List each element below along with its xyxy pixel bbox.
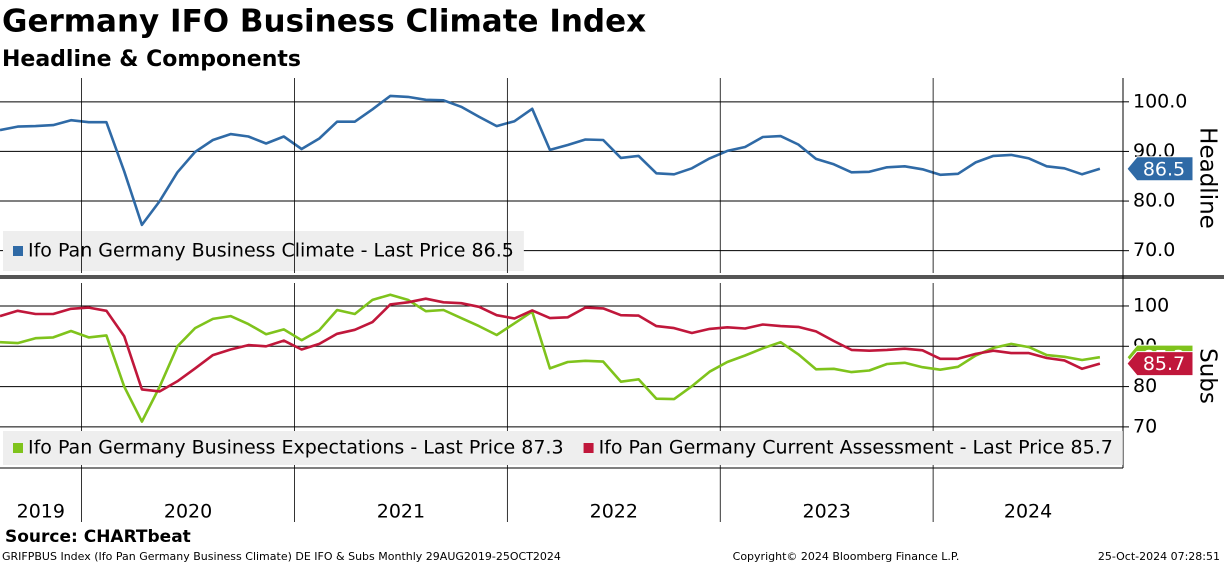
footer-center: Copyright© 2024 Bloomberg Finance L.P. (733, 550, 960, 563)
x-tick-label: 2019 (17, 501, 65, 523)
panel-divider (0, 275, 1224, 279)
x-tick-label: 2020 (164, 501, 212, 523)
last-value-box (1126, 351, 1194, 377)
x-tick-label: 2022 (590, 501, 638, 523)
y-tick-label: 80 (1133, 375, 1157, 397)
y-tick-label: 80.0 (1133, 190, 1175, 212)
legend-label: Ifo Pan Germany Business Expectations - … (28, 437, 564, 459)
last-value-box (1126, 156, 1194, 182)
legend: Ifo Pan Germany Business Climate - Last … (3, 231, 524, 271)
x-tick-label: 2024 (1004, 501, 1052, 523)
axis-title: Headline (1195, 127, 1221, 229)
legend-swatch (583, 443, 594, 453)
source: Source: CHARTbeat (5, 527, 191, 547)
y-tick-label: 100.0 (1133, 90, 1187, 112)
y-tick-label: 70 (1133, 415, 1157, 437)
legend-swatch (13, 246, 23, 256)
legend: Ifo Pan Germany Business Expectations - … (3, 431, 1123, 465)
series-line (0, 297, 1101, 393)
x-tick-label: 2021 (377, 501, 425, 523)
legend-swatch (13, 443, 23, 453)
series-line (0, 94, 1101, 227)
legend-background (3, 431, 1123, 465)
footer-right: 25-Oct-2024 07:28:51 (1098, 550, 1220, 563)
series-line (0, 293, 1101, 423)
y-tick-label: 70.0 (1133, 239, 1175, 261)
x-tick-label: 2023 (803, 501, 851, 523)
last-value-label: 85.7 (1143, 353, 1185, 375)
chart-subtitle: Headline & Components (2, 47, 301, 72)
footer-left: GRIFPBUS Index (Ifo Pan Germany Business… (2, 550, 561, 563)
last-value-label: 86.5 (1143, 158, 1185, 180)
y-tick-label: 100 (1133, 294, 1169, 316)
legend-background (3, 231, 524, 271)
axis-title: Subs (1195, 348, 1221, 404)
legend-label: Ifo Pan Germany Current Assessment - Las… (599, 437, 1113, 459)
legend-label: Ifo Pan Germany Business Climate - Last … (28, 240, 514, 262)
chart-title: Germany IFO Business Climate Index (2, 4, 646, 40)
